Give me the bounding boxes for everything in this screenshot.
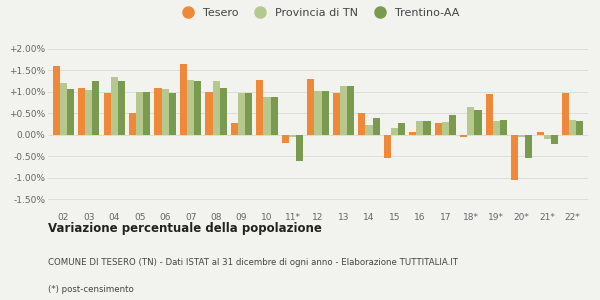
Bar [67, 89, 74, 135]
Bar [551, 135, 558, 144]
Bar [271, 98, 278, 135]
Bar [340, 86, 347, 135]
Bar [92, 81, 100, 135]
Bar [500, 120, 507, 135]
Bar [493, 121, 500, 135]
Legend: Tesero, Provincia di TN, Trentino-AA: Tesero, Provincia di TN, Trentino-AA [173, 3, 463, 22]
Bar [347, 86, 354, 135]
Bar [194, 81, 202, 135]
Bar [333, 93, 340, 135]
Bar [161, 89, 169, 135]
Bar [398, 123, 405, 135]
Bar [409, 132, 416, 135]
Bar [282, 135, 289, 142]
Bar [314, 91, 322, 135]
Bar [136, 92, 143, 135]
Bar [424, 121, 431, 135]
Bar [518, 135, 526, 137]
Bar [576, 121, 583, 135]
Bar [536, 132, 544, 135]
Bar [322, 91, 329, 135]
Bar [263, 98, 271, 135]
Bar [187, 80, 194, 135]
Bar [475, 110, 482, 135]
Bar [180, 64, 187, 135]
Bar [212, 81, 220, 135]
Bar [245, 93, 252, 135]
Bar [434, 123, 442, 135]
Bar [544, 135, 551, 139]
Bar [78, 88, 85, 135]
Bar [129, 113, 136, 135]
Bar [118, 81, 125, 135]
Bar [296, 135, 303, 161]
Bar [365, 125, 373, 135]
Bar [467, 107, 475, 135]
Bar [104, 93, 110, 135]
Text: (*) post-censimento: (*) post-censimento [48, 285, 134, 294]
Bar [60, 83, 67, 135]
Bar [143, 92, 151, 135]
Bar [231, 123, 238, 135]
Bar [416, 121, 424, 135]
Bar [526, 135, 532, 158]
Bar [256, 80, 263, 135]
Bar [569, 120, 576, 135]
Text: COMUNE DI TESERO (TN) - Dati ISTAT al 31 dicembre di ogni anno - Elaborazione TU: COMUNE DI TESERO (TN) - Dati ISTAT al 31… [48, 258, 458, 267]
Bar [154, 88, 161, 135]
Bar [384, 135, 391, 158]
Bar [511, 135, 518, 180]
Bar [220, 88, 227, 135]
Bar [460, 135, 467, 137]
Bar [238, 93, 245, 135]
Bar [53, 66, 60, 135]
Bar [358, 113, 365, 135]
Bar [289, 135, 296, 137]
Bar [449, 116, 456, 135]
Bar [205, 92, 212, 135]
Bar [110, 77, 118, 135]
Bar [442, 122, 449, 135]
Bar [562, 93, 569, 135]
Bar [307, 79, 314, 135]
Bar [169, 93, 176, 135]
Bar [485, 94, 493, 135]
Bar [85, 90, 92, 135]
Text: Variazione percentuale della popolazione: Variazione percentuale della popolazione [48, 222, 322, 235]
Bar [373, 118, 380, 135]
Bar [391, 128, 398, 135]
